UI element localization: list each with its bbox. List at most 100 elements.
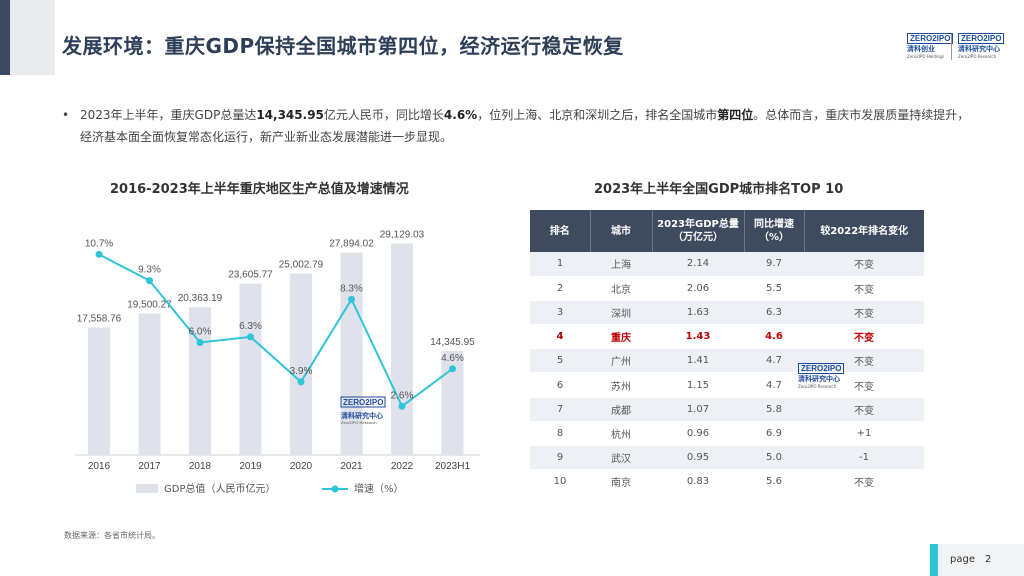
gdp-bar-label: 23,605.77 <box>228 270 273 281</box>
table-cell: 1.43 <box>652 325 744 349</box>
table-row: 3 深圳 1.63 6.3 不变 <box>530 300 924 324</box>
gdp-bar <box>88 328 110 455</box>
growth-point <box>399 403 406 410</box>
growth-point <box>146 277 153 284</box>
title-stripe <box>0 0 10 75</box>
table-header-row: 排名 城市 2023年GDP总量 （万亿元） 同比增速 （%） 较2022年排名变化 <box>530 210 924 252</box>
table-cell: 5.5 <box>744 276 804 300</box>
growth-label: 4.6% <box>441 353 464 364</box>
table-cell: 0.95 <box>652 446 744 470</box>
table-cell: 1 <box>530 252 590 276</box>
table-cell: -1 <box>804 446 924 470</box>
summary-part: ，位列上海、北京和深圳之后，排名全国城市 <box>477 108 717 122</box>
zero2ipo-research-logo: ZERO2IPO 清科研究中心 Zero2IPO Research <box>958 33 1004 60</box>
logo-en: Zero2IPO Holdings <box>907 54 944 60</box>
table-row: 2 北京 2.06 5.5 不变 <box>530 276 924 300</box>
table-row: 9 武汉 0.95 5.0 -1 <box>530 446 924 470</box>
summary-bullet: • 2023年上半年，重庆GDP总量达14,345.95亿元人民币，同比增长4.… <box>64 104 974 148</box>
table-cell: 苏州 <box>590 373 652 397</box>
table-cell: 杭州 <box>590 421 652 445</box>
gdp-bar-label: 20,363.19 <box>178 293 223 304</box>
page-title: 发展环境：重庆GDP保持全国城市第四位，经济运行稳定恢复 <box>62 30 624 59</box>
table-cell: 6.3 <box>744 300 804 324</box>
table-header-cell: 城市 <box>590 210 652 252</box>
table-cell: 4.6 <box>744 325 804 349</box>
growth-point <box>197 339 204 346</box>
logo-cn: 清科研究中心 <box>958 45 1000 54</box>
table-cell: 不变 <box>804 276 924 300</box>
table-cell: 8 <box>530 421 590 445</box>
table-cell: 不变 <box>804 325 924 349</box>
logo-divider <box>951 34 952 60</box>
gdp-bar-label: 25,002.79 <box>279 260 324 271</box>
gdp-bar <box>290 274 312 455</box>
table-cell: 不变 <box>804 397 924 421</box>
table-cell: 北京 <box>590 276 652 300</box>
table-cell: 不变 <box>804 252 924 276</box>
table-cell: 2.14 <box>652 252 744 276</box>
growth-label: 2.6% <box>391 390 414 401</box>
x-tick-label: 2018 <box>189 461 212 472</box>
watermark-en: Zero2IPO Research <box>798 384 836 390</box>
table-cell: 成都 <box>590 397 652 421</box>
gdp-highlight: 14,345.95 <box>256 108 324 122</box>
table-row: 6 苏州 1.15 4.7 不变 <box>530 373 924 397</box>
legend-bar-label: GDP总值（人民币亿元） <box>164 482 275 495</box>
x-tick-label: 2019 <box>239 461 262 472</box>
growth-point <box>247 333 254 340</box>
growth-point <box>298 378 305 385</box>
watermark-brand: ZERO2IPO <box>798 363 844 374</box>
page-label: page <box>950 554 975 565</box>
bullet-icon: • <box>62 104 69 126</box>
gdp-chart-title: 2016-2023年上半年重庆地区生产总值及增速情况 <box>110 178 409 197</box>
table-header-cell: 较2022年排名变化 <box>804 210 924 252</box>
table-row: 1 上海 2.14 9.7 不变 <box>530 252 924 276</box>
growth-label: 3.9% <box>290 366 313 377</box>
chart-watermark-en: Zero2IPO Research <box>341 420 377 425</box>
summary-text: 2023年上半年，重庆GDP总量达14,345.95亿元人民币，同比增长4.6%… <box>64 104 974 148</box>
title-band <box>0 0 55 75</box>
table-cell: 1.15 <box>652 373 744 397</box>
table-header-cell: 2023年GDP总量 （万亿元） <box>652 210 744 252</box>
table-cell: 1.07 <box>652 397 744 421</box>
ranking-table-title: 2023年上半年全国GDP城市排名TOP 10 <box>594 178 843 197</box>
page-number: 2 <box>985 554 991 565</box>
table-cell: 4.7 <box>744 349 804 373</box>
city-ranking-table: 排名 城市 2023年GDP总量 （万亿元） 同比增速 （%） 较2022年排名变化 1 上海… <box>530 210 924 494</box>
table-cell: 10 <box>530 470 590 494</box>
table-row: 4 重庆 1.43 4.6 不变 <box>530 325 924 349</box>
gdp-bar <box>391 244 413 455</box>
table-cell: 6.9 <box>744 421 804 445</box>
table-header-cell: 排名 <box>530 210 590 252</box>
rank-highlight: 第四位 <box>717 108 753 122</box>
page-accent <box>930 544 938 576</box>
table-cell: 9.7 <box>744 252 804 276</box>
table-cell: 9 <box>530 446 590 470</box>
table-cell: 0.83 <box>652 470 744 494</box>
table-row: 7 成都 1.07 5.8 不变 <box>530 397 924 421</box>
logo-brand: ZERO2IPO <box>958 33 1004 44</box>
growth-highlight: 4.6% <box>444 108 477 122</box>
x-tick-label: 2023H1 <box>435 461 470 472</box>
x-tick-label: 2016 <box>88 461 111 472</box>
table-cell: 重庆 <box>590 325 652 349</box>
growth-point <box>348 296 355 303</box>
table-cell: +1 <box>804 421 924 445</box>
gdp-combo-chart: 17,558.76 2016 19,500.27 2017 20,363.19 2018 2… <box>60 210 500 510</box>
watermark-logo: ZERO2IPO 清科研究中心 Zero2IPO Research <box>798 363 844 390</box>
table-cell: 2 <box>530 276 590 300</box>
gdp-bar <box>139 313 161 455</box>
table-cell: 5 <box>530 349 590 373</box>
legend-bar-swatch <box>136 484 158 493</box>
gdp-bar <box>240 284 262 455</box>
logo-en: Zero2IPO Research <box>958 54 996 60</box>
table-cell: 不变 <box>804 470 924 494</box>
table-cell: 南京 <box>590 470 652 494</box>
data-source-note: 数据来源：各省市统计局。 <box>64 530 160 541</box>
table-cell: 1.41 <box>652 349 744 373</box>
growth-label: 6.0% <box>189 327 212 338</box>
table-body: 1 上海 2.14 9.7 不变 2 北京 2.06 5.5 不变 3 深圳 1.63 6.3 不变 4 重庆 1… <box>530 252 924 494</box>
table-cell: 4 <box>530 325 590 349</box>
chart-watermark-cn: 清科研究中心 <box>341 411 383 420</box>
growth-label: 6.3% <box>239 321 262 332</box>
